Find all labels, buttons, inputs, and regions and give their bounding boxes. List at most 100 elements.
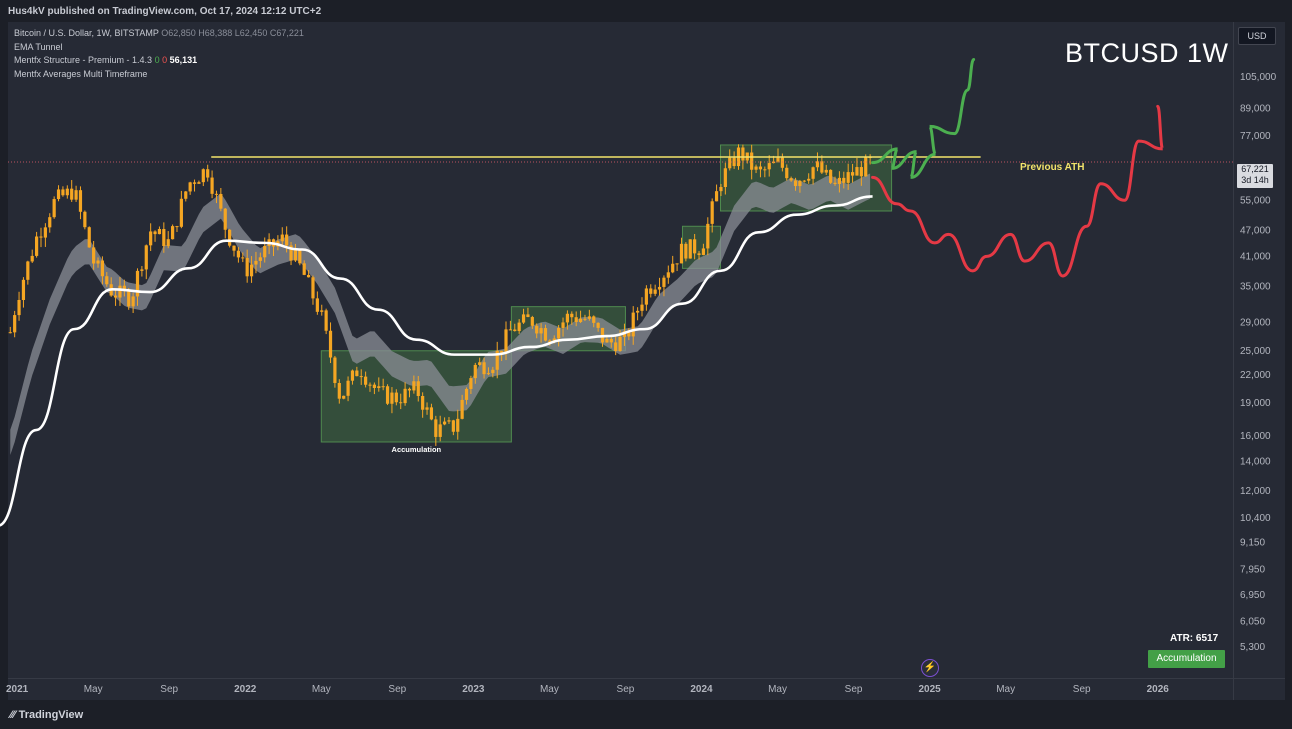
candle-body-57 <box>258 257 262 261</box>
candle-body-2 <box>17 299 21 316</box>
candle-body-87 <box>390 392 394 404</box>
candle-body-36 <box>166 239 170 247</box>
candle-body-184 <box>815 161 820 168</box>
tradingview-brand[interactable]: ⁄⁄⁄ TradingView <box>10 709 84 721</box>
level-lines <box>8 156 1233 163</box>
legend-ema[interactable]: EMA Tunnel <box>14 41 63 52</box>
candle-body-19 <box>92 247 96 264</box>
scale-corner <box>1233 678 1285 701</box>
candle-body-188 <box>833 182 837 184</box>
legend-structure[interactable]: Mentfx Structure - Premium - 1.4.3 0 0 5… <box>14 55 198 66</box>
candle-body-18 <box>87 227 91 248</box>
candle-body-3 <box>21 279 26 300</box>
candle-body-54 <box>245 258 249 277</box>
time-tick-label: May <box>540 684 559 695</box>
candle-body-112 <box>500 350 504 353</box>
candle-body-155 <box>688 239 692 259</box>
candle-body-68 <box>306 274 311 278</box>
candle-body-7 <box>39 236 43 238</box>
candle-body-154 <box>684 243 688 259</box>
price-scale[interactable] <box>1233 22 1285 678</box>
candle-body-190 <box>842 177 846 183</box>
projections <box>871 58 1165 278</box>
price-tick-label: 29,000 <box>1240 317 1271 328</box>
price-tick-label: 22,000 <box>1240 370 1271 381</box>
candle-body-141 <box>627 331 631 337</box>
candle-body-176 <box>780 157 784 168</box>
candle-body-152 <box>675 263 679 265</box>
time-tick-label: 2025 <box>918 684 941 695</box>
candle-body-67 <box>302 263 306 275</box>
candle-body-65 <box>293 250 298 261</box>
price-tick-label: 35,000 <box>1240 282 1271 293</box>
time-tick-label: Sep <box>845 684 863 695</box>
candle-body-62 <box>280 234 284 242</box>
legend-averages[interactable]: Mentfx Averages Multi Timeframe <box>14 68 148 79</box>
bull-projection <box>871 58 976 179</box>
time-scale[interactable] <box>8 678 1233 701</box>
price-tick-label: 9,150 <box>1240 538 1265 549</box>
candle-body-44 <box>201 169 205 183</box>
candle-body-81 <box>364 376 368 385</box>
time-tick-label: Sep <box>160 684 178 695</box>
candle-body-187 <box>829 169 833 183</box>
last-price-countdown: 3d 14h <box>1241 175 1269 185</box>
candle-body-146 <box>649 288 653 294</box>
candle-body-58 <box>263 246 267 258</box>
candle-body-123 <box>548 340 552 343</box>
candle-body-78 <box>350 370 355 381</box>
candle-body-183 <box>811 167 815 179</box>
candle-body-21 <box>100 260 105 277</box>
candle-body-170 <box>754 166 758 170</box>
candle-body-91 <box>407 388 412 391</box>
candle-body-115 <box>513 329 517 332</box>
time-tick-label: 2022 <box>234 684 257 695</box>
time-tick-label: May <box>768 684 787 695</box>
candle-body-28 <box>131 296 135 307</box>
price-tick-label: 89,000 <box>1240 103 1271 114</box>
candle-body-107 <box>478 362 482 365</box>
bolt-icon[interactable]: ⚡ <box>921 659 939 677</box>
candle-body-83 <box>372 384 376 388</box>
candle-body-114 <box>508 329 512 331</box>
candle-body-56 <box>254 260 258 265</box>
candle-body-86 <box>385 386 390 404</box>
candle-body-131 <box>583 318 587 320</box>
accumulation-label: Accumulation <box>392 445 442 454</box>
candle-body-186 <box>824 169 828 173</box>
currency-button[interactable]: USD <box>1238 27 1276 45</box>
candle-body-121 <box>539 328 543 334</box>
candle-body-143 <box>636 310 640 313</box>
candle-body-118 <box>526 314 530 318</box>
candle-body-98 <box>438 424 442 437</box>
candle-body-52 <box>236 250 241 258</box>
ema-tunnel <box>10 173 871 456</box>
time-tick-label: Sep <box>388 684 406 695</box>
price-tick-label: 16,000 <box>1240 431 1271 442</box>
candle-body-113 <box>504 329 508 353</box>
candle-body-195 <box>864 156 868 177</box>
candle-body-172 <box>763 169 767 171</box>
candle-body-102 <box>456 418 460 432</box>
candle-body-84 <box>377 386 381 388</box>
candle-body-145 <box>644 288 648 305</box>
candle-body-185 <box>820 161 824 173</box>
candle-body-76 <box>342 395 346 399</box>
candle-body-64 <box>289 245 293 261</box>
candle-body-73 <box>328 330 333 358</box>
candle-body-133 <box>592 316 596 323</box>
candle-body-132 <box>587 316 591 319</box>
candle-body-108 <box>482 362 486 375</box>
candle-body-27 <box>127 291 131 307</box>
candle-body-49 <box>223 208 227 230</box>
legend: Bitcoin / U.S. Dollar, 1W, BITSTAMP O62,… <box>14 27 304 81</box>
candle-body-122 <box>543 328 548 341</box>
candle-body-25 <box>118 285 122 298</box>
candle-body-43 <box>197 182 201 184</box>
candle-body-94 <box>421 396 425 410</box>
price-tick-label: 105,000 <box>1240 72 1277 83</box>
candle-body-178 <box>789 178 793 181</box>
candle-body-191 <box>846 172 850 183</box>
ema-tunnel-band <box>10 173 871 456</box>
